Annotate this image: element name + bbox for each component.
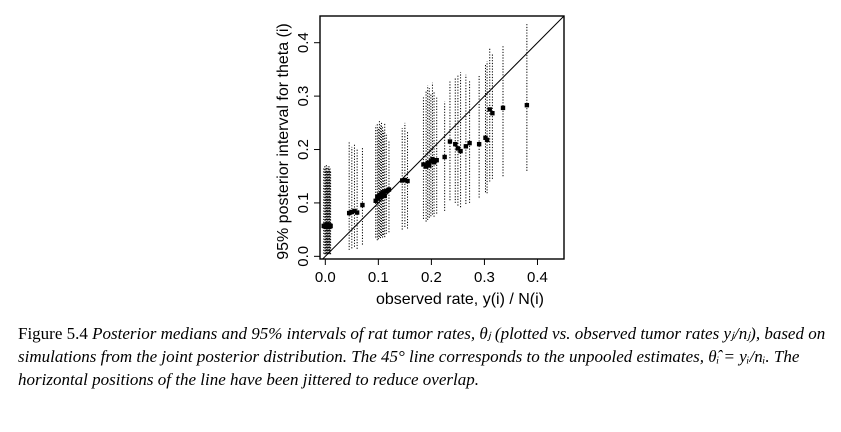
median-point [476, 141, 482, 147]
median-point [431, 160, 437, 165]
median-point [354, 210, 360, 215]
median-point [386, 187, 392, 192]
median-point [442, 154, 447, 160]
x-axis-title: observed rate, y(i) / N(i) [376, 291, 544, 308]
median-point [463, 144, 469, 149]
median-point [430, 156, 435, 162]
median-point [352, 208, 357, 214]
median-point [453, 141, 458, 147]
median-point [427, 163, 432, 168]
x-axis: 0.0 0.1 0.2 0.3 0.4 [315, 259, 548, 286]
median-point [373, 198, 378, 203]
median-point [487, 107, 492, 112]
y-tick-label: 0.4 [295, 32, 312, 53]
y-tick-label: 0.3 [295, 86, 312, 107]
median-point [425, 160, 430, 166]
median-point [400, 178, 405, 183]
x-tick-label: 0.0 [315, 269, 336, 286]
median-point [467, 140, 472, 146]
median-point [455, 146, 461, 151]
posterior-intervals [323, 24, 528, 255]
x-tick-label: 0.3 [474, 269, 495, 286]
figure-caption-text: Posterior medians and 95% intervals of r… [18, 324, 826, 389]
median-point [360, 202, 365, 208]
y-axis-title: 95% posterior interval for theta (i) [275, 23, 292, 260]
median-point [423, 164, 429, 169]
y-tick-label: 0.2 [295, 139, 312, 160]
y-tick-label: 0.0 [295, 246, 312, 267]
median-point [458, 148, 463, 154]
diagonal-reference-line [322, 15, 565, 260]
median-point [434, 157, 439, 163]
median-point [421, 162, 426, 167]
median-point [381, 190, 386, 195]
median-point [490, 111, 495, 116]
median-point [328, 223, 333, 229]
median-point [524, 102, 530, 108]
figure-caption: Figure 5.4 Posterior medians and 95% int… [18, 322, 833, 391]
median-point [384, 188, 389, 194]
y-axis: 0.0 0.1 0.2 0.3 0.4 [295, 32, 320, 267]
posterior-medians [321, 102, 530, 230]
plot-frame [319, 15, 565, 260]
median-point [500, 105, 506, 111]
median-point [405, 178, 410, 184]
rat-tumor-interval-plot: 0.0 0.1 0.2 0.3 0.4 0.0 0.1 0.2 0.3 0.4 observed… [275, 15, 565, 308]
y-tick-label: 0.1 [295, 192, 312, 213]
median-point [447, 139, 453, 144]
figure-label: Figure 5.4 [18, 324, 88, 343]
x-tick-label: 0.4 [527, 269, 548, 286]
x-tick-label: 0.1 [368, 269, 389, 286]
median-point [349, 209, 355, 215]
median-point [346, 210, 352, 216]
x-tick-label: 0.2 [421, 269, 442, 286]
median-point [402, 177, 408, 183]
median-point [484, 137, 490, 143]
